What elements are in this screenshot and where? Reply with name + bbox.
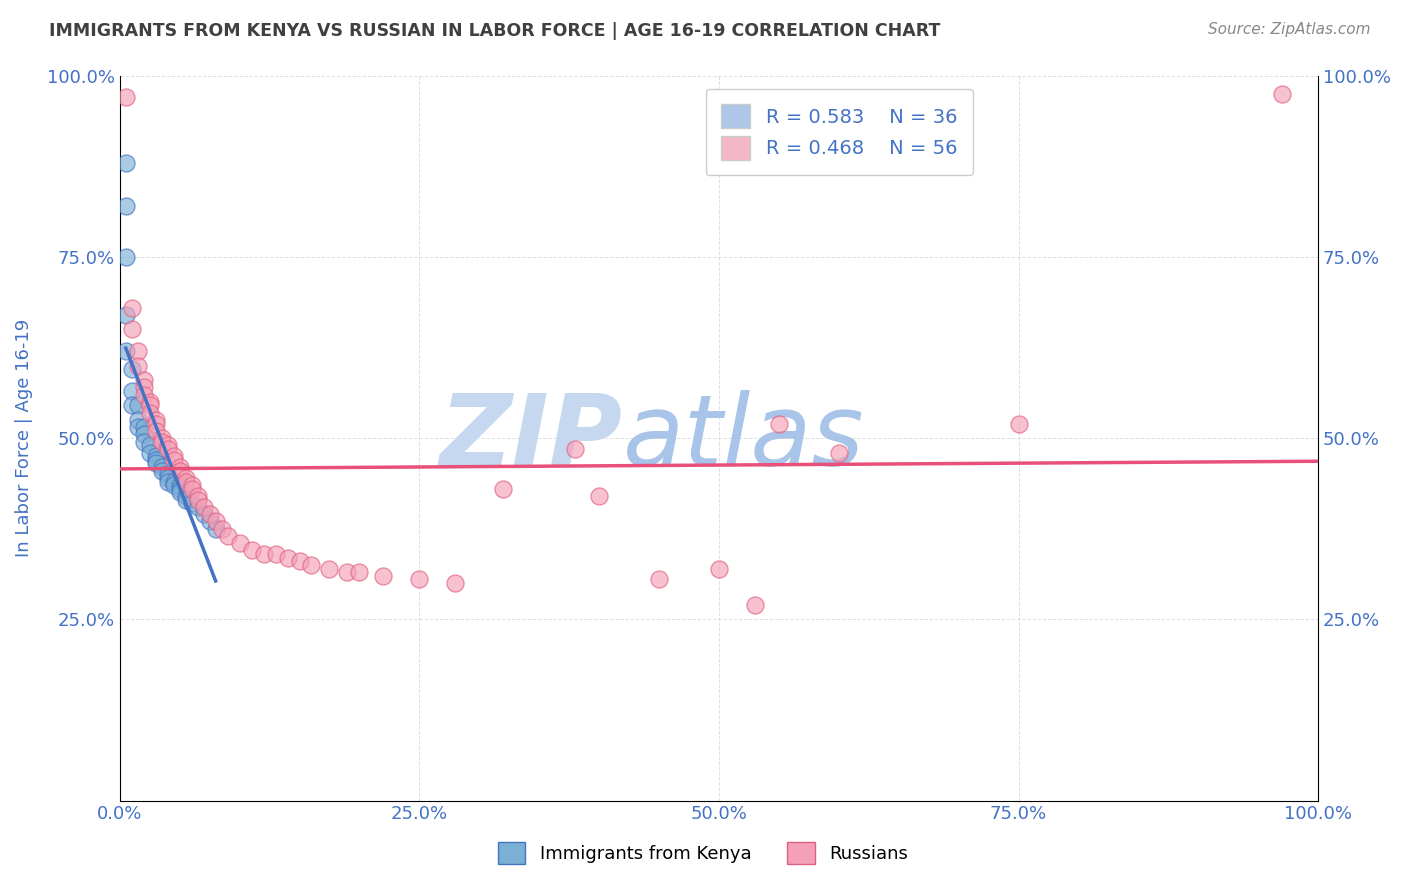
Point — [564, 442, 586, 456]
Point — [1271, 87, 1294, 101]
Point — [121, 384, 143, 398]
Point — [648, 573, 671, 587]
Point — [127, 344, 149, 359]
Point — [252, 547, 274, 561]
Point — [114, 90, 136, 104]
Point — [744, 598, 766, 612]
Point — [150, 464, 173, 478]
Point — [145, 413, 167, 427]
Text: IMMIGRANTS FROM KENYA VS RUSSIAN IN LABOR FORCE | AGE 16-19 CORRELATION CHART: IMMIGRANTS FROM KENYA VS RUSSIAN IN LABO… — [49, 22, 941, 40]
Point — [138, 406, 160, 420]
Point — [588, 489, 610, 503]
Point — [228, 536, 250, 550]
Point — [211, 522, 233, 536]
Point — [156, 475, 179, 489]
Point — [217, 529, 239, 543]
Point — [132, 427, 155, 442]
Point — [127, 399, 149, 413]
Point — [180, 496, 202, 510]
Point — [114, 308, 136, 322]
Point — [180, 478, 202, 492]
Point — [145, 449, 167, 463]
Point — [145, 452, 167, 467]
Point — [145, 417, 167, 431]
Point — [156, 438, 179, 452]
Point — [169, 464, 191, 478]
Text: Source: ZipAtlas.com: Source: ZipAtlas.com — [1208, 22, 1371, 37]
Point — [204, 515, 226, 529]
Point — [174, 471, 197, 485]
Point — [193, 500, 215, 514]
Point — [156, 471, 179, 485]
Point — [408, 573, 430, 587]
Point — [138, 394, 160, 409]
Point — [707, 561, 730, 575]
Point — [150, 431, 173, 445]
Point — [114, 199, 136, 213]
Point — [768, 417, 790, 431]
Point — [127, 420, 149, 434]
Y-axis label: In Labor Force | Age 16-19: In Labor Force | Age 16-19 — [15, 319, 32, 558]
Point — [198, 515, 221, 529]
Point — [174, 489, 197, 503]
Point — [169, 478, 191, 492]
Point — [121, 399, 143, 413]
Point — [180, 482, 202, 496]
Point — [187, 500, 209, 514]
Point — [150, 460, 173, 475]
Point — [174, 492, 197, 507]
Point — [301, 558, 323, 572]
Point — [373, 569, 395, 583]
Point — [444, 576, 467, 591]
Point — [828, 445, 851, 459]
Point — [169, 482, 191, 496]
Point — [204, 522, 226, 536]
Point — [132, 380, 155, 394]
Point — [169, 460, 191, 475]
Point — [114, 250, 136, 264]
Point — [156, 442, 179, 456]
Point — [1007, 417, 1029, 431]
Point — [318, 561, 340, 575]
Point — [349, 565, 371, 579]
Point — [163, 475, 186, 489]
Point — [132, 434, 155, 449]
Point — [193, 507, 215, 521]
Legend: Immigrants from Kenya, Russians: Immigrants from Kenya, Russians — [484, 828, 922, 879]
Point — [150, 434, 173, 449]
Point — [138, 399, 160, 413]
Point — [163, 449, 186, 463]
Point — [121, 362, 143, 376]
Point — [138, 438, 160, 452]
Point — [132, 420, 155, 434]
Text: atlas: atlas — [623, 390, 865, 486]
Point — [492, 482, 515, 496]
Point — [145, 424, 167, 438]
Point — [163, 452, 186, 467]
Point — [264, 547, 287, 561]
Point — [114, 155, 136, 169]
Point — [336, 565, 359, 579]
Point — [121, 301, 143, 315]
Legend: R = 0.583    N = 36, R = 0.468    N = 56: R = 0.583 N = 36, R = 0.468 N = 56 — [706, 89, 973, 175]
Point — [187, 489, 209, 503]
Point — [240, 543, 263, 558]
Text: ZIP: ZIP — [440, 390, 623, 486]
Point — [198, 507, 221, 521]
Point — [276, 550, 298, 565]
Point — [169, 485, 191, 500]
Point — [288, 554, 311, 568]
Point — [114, 344, 136, 359]
Point — [127, 359, 149, 373]
Point — [163, 478, 186, 492]
Point — [138, 445, 160, 459]
Point — [187, 492, 209, 507]
Point — [121, 322, 143, 336]
Point — [127, 413, 149, 427]
Point — [174, 475, 197, 489]
Point — [132, 387, 155, 401]
Point — [156, 467, 179, 482]
Point — [132, 373, 155, 387]
Point — [145, 457, 167, 471]
